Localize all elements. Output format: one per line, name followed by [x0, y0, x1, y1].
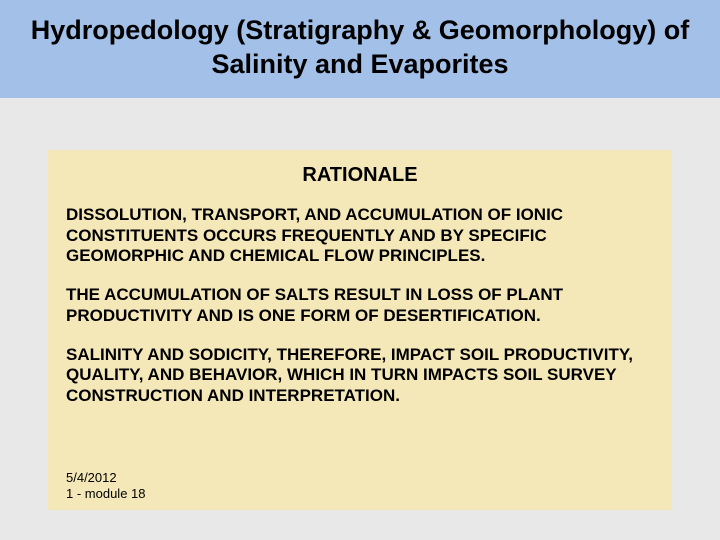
footer-date: 5/4/2012 [66, 470, 146, 486]
paragraph-1: Dissolution, transport, and accumulation… [66, 205, 654, 267]
footer-meta: 5/4/2012 1 - module 18 [66, 470, 146, 503]
footer-page-module: 1 - module 18 [66, 486, 146, 502]
title-band: Hydropedology (Stratigraphy & Geomorphol… [0, 0, 720, 98]
paragraph-3: Salinity and sodicity, therefore, impact… [66, 345, 654, 407]
content-box: RATIONALE Dissolution, transport, and ac… [48, 150, 672, 510]
slide-title: Hydropedology (Stratigraphy & Geomorphol… [30, 14, 690, 82]
rationale-heading: RATIONALE [66, 164, 654, 187]
paragraph-2: The accumulation of salts result in loss… [66, 285, 654, 326]
